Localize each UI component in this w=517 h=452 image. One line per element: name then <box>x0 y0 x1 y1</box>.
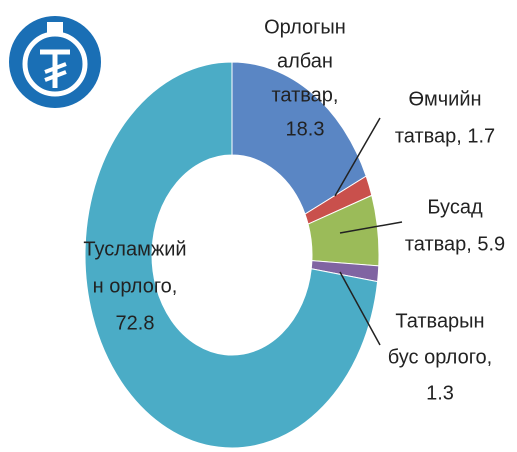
data-label: 18.3 <box>286 118 325 140</box>
leader-line <box>334 117 381 197</box>
data-label: Татварын <box>395 310 484 332</box>
data-label: албан <box>277 50 333 72</box>
data-label: татвар, <box>272 84 339 106</box>
logo-stroke <box>44 62 67 74</box>
data-label: 72.8 <box>116 312 155 334</box>
data-label: бус орлого, <box>388 346 492 368</box>
data-label: татвар, 1.7 <box>395 125 495 147</box>
logo-stroke <box>44 70 67 82</box>
donut-slice <box>84 61 379 449</box>
leader-line <box>339 271 381 346</box>
data-label: Тусламжий <box>83 238 186 260</box>
data-label: 1.3 <box>426 382 454 404</box>
logo-top <box>47 22 63 34</box>
data-label: Орлогын <box>264 16 346 38</box>
logo <box>9 16 101 108</box>
data-label: Өмчийн <box>408 88 481 110</box>
data-label: татвар, 5.9 <box>405 233 505 255</box>
donut-slice <box>231 61 367 215</box>
data-label: н орлого, <box>93 275 178 297</box>
leader-line <box>339 221 403 234</box>
data-label: Бусад <box>427 196 483 218</box>
